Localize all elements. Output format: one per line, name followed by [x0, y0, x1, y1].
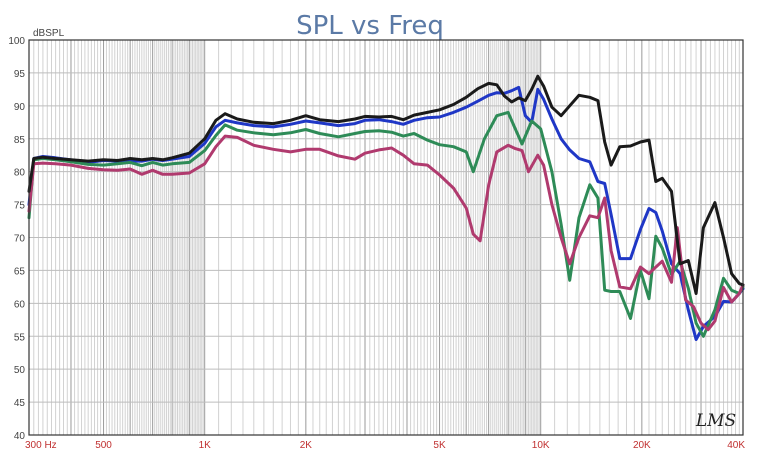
y-tick-label: 55 — [14, 332, 26, 343]
x-tick-label: 20K — [633, 440, 651, 451]
series-line-2 — [27, 85, 745, 341]
y-tick-label: 70 — [14, 234, 26, 245]
y-tick-labels: 40 45 50 55 60 65 70 75 80 85 90 95 100 — [8, 36, 25, 442]
x-tick-labels: 300 Hz 500 1K 2K 5K 10K 20K 40K — [25, 440, 745, 451]
x-tick-label: 40K — [727, 440, 745, 451]
series-line-4 — [27, 134, 745, 332]
x-tick-label: 500 — [95, 440, 112, 451]
y-axis-unit-label: dBSPL — [33, 28, 65, 39]
series-line-3 — [27, 110, 745, 338]
y-tick-label: 95 — [14, 69, 26, 80]
series-layer — [27, 74, 745, 341]
x-tick-label: 300 Hz — [25, 440, 57, 451]
y-tick-label: 75 — [14, 201, 26, 212]
y-tick-label: 85 — [14, 135, 26, 146]
series-line-1 — [27, 74, 745, 295]
x-tick-label: 5K — [433, 440, 446, 451]
x-tick-label: 2K — [300, 440, 313, 451]
plot-frame — [28, 39, 744, 436]
x-tick-label: 10K — [532, 440, 550, 451]
y-tick-label: 50 — [14, 365, 26, 376]
lms-watermark: LMS — [695, 411, 736, 431]
y-tick-label: 80 — [14, 168, 26, 179]
chart-title: SPL vs Freq — [296, 11, 444, 41]
y-tick-label: 45 — [14, 398, 26, 409]
y-tick-label: 65 — [14, 266, 26, 277]
y-tick-label: 100 — [8, 36, 25, 47]
y-tick-label: 60 — [14, 299, 26, 310]
x-tick-label: 1K — [199, 440, 212, 451]
y-tick-label: 40 — [14, 431, 26, 442]
grid-lines — [29, 39, 743, 436]
y-tick-label: 90 — [14, 102, 26, 113]
